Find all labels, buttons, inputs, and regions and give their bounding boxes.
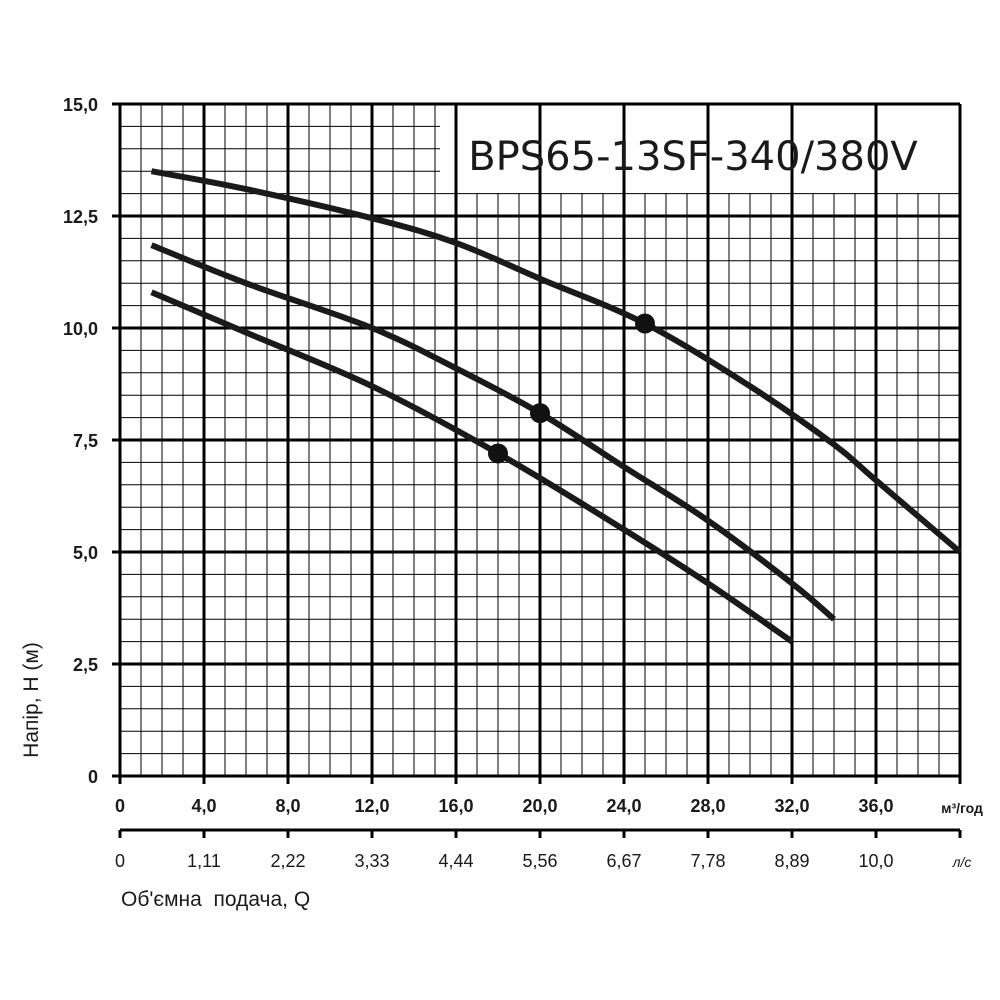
x2-tick-label: 8,89 [774, 851, 809, 871]
x-tick-label: 12,0 [354, 796, 389, 816]
x2-tick-label: 1,11 [187, 851, 221, 871]
operating-point-1 [635, 313, 655, 334]
x-tick-label: 28,0 [690, 796, 725, 816]
curves [150, 168, 962, 645]
x2-tick-label: 7,78 [690, 851, 725, 871]
y-tick-labels: 0 2,5 5,0 7,5 10,0 12,5 15,0 [63, 95, 98, 787]
operating-point-3 [488, 443, 508, 464]
operating-point-2 [530, 403, 550, 424]
x-tick-label: 32,0 [774, 796, 809, 816]
y-tick-label: 15,0 [63, 95, 98, 115]
x2-tick-label: 3,33 [354, 851, 389, 871]
y-tick-label: 2,5 [73, 655, 98, 675]
x2-tick-labels: 0 1,11 2,22 3,33 4,44 5,56 6,67 7,78 8,89 10,0 [115, 851, 894, 871]
y-tick-label: 0 [88, 767, 98, 787]
x2-tick-label: 10,0 [858, 851, 893, 871]
y-tick-label: 10,0 [63, 319, 98, 339]
x2-tick-label: 4,44 [438, 851, 473, 871]
x-unit-label: м³/год [941, 800, 983, 816]
x2-tick-label: 0 [115, 851, 125, 871]
axes [112, 102, 962, 838]
markers [488, 313, 655, 464]
curve-series-1 [150, 168, 962, 555]
curve-series-3 [150, 289, 794, 645]
x-tick-labels: 0 4,0 8,0 12,0 16,0 20,0 24,0 28,0 32,0 36,0 [115, 796, 894, 816]
y-axis-title: Напір, Н (м) [20, 642, 43, 758]
y-tick-label: 7,5 [73, 431, 98, 451]
x-tick-label: 4,0 [191, 796, 216, 816]
curve-series-2 [150, 242, 836, 622]
y-tick-label: 12,5 [63, 207, 98, 227]
x2-tick-label: 2,22 [270, 851, 305, 871]
x-axis-title: Об'ємна подача, Q [121, 888, 310, 911]
grid-major [120, 102, 962, 776]
x-tick-label: 0 [115, 796, 125, 816]
title-box [440, 103, 960, 193]
x-tick-label: 16,0 [438, 796, 473, 816]
x-tick-label: 8,0 [275, 796, 300, 816]
y-tick-label: 5,0 [73, 543, 98, 563]
chart-title: BPS65-13SF-340/380V [468, 134, 918, 180]
x2-tick-label: 6,67 [606, 851, 641, 871]
x2-tick-label: 5,56 [522, 851, 557, 871]
x-tick-label: 24,0 [606, 796, 641, 816]
x2-unit-label: л/с [952, 854, 972, 870]
x-tick-label: 20,0 [522, 796, 557, 816]
x-tick-label: 36,0 [858, 796, 893, 816]
